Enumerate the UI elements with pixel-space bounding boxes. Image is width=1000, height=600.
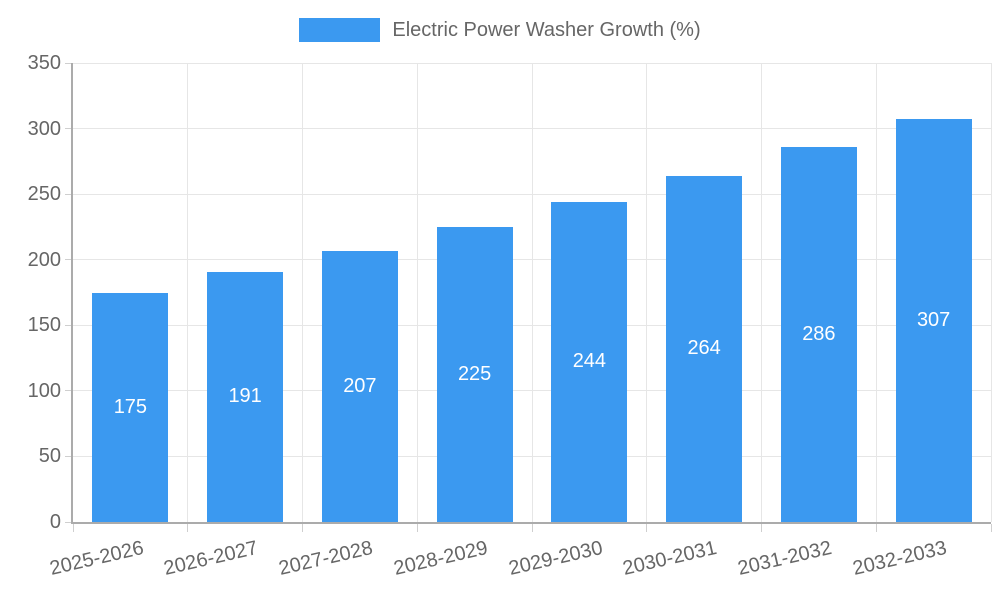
y-tick-mark xyxy=(65,390,73,392)
x-tick-mark xyxy=(187,524,189,532)
x-tick-label: 2029-2030 xyxy=(506,536,605,580)
gridline-v xyxy=(646,63,648,522)
x-tick-label: 2027-2028 xyxy=(276,536,376,580)
legend-swatch xyxy=(299,18,381,42)
gridline-v xyxy=(761,63,762,522)
x-tick-mark xyxy=(990,524,992,532)
y-tick-label: 250 xyxy=(27,183,61,206)
chart-legend[interactable]: Electric Power Washer Growth (%) xyxy=(0,18,1000,42)
x-tick-mark xyxy=(646,524,648,532)
bar-2030-2031[interactable]: 264 xyxy=(666,175,743,522)
y-tick-mark xyxy=(65,128,73,130)
bar-value-label: 175 xyxy=(113,395,148,418)
bar-value-label: 225 xyxy=(457,362,492,385)
x-tick-mark xyxy=(875,524,877,532)
bar-2032-2033[interactable]: 307 xyxy=(895,119,972,522)
bar-2026-2027[interactable]: 191 xyxy=(207,271,284,522)
bar-value-label: 191 xyxy=(228,385,262,408)
x-tick-mark xyxy=(302,524,303,532)
x-tick-mark xyxy=(72,524,74,532)
x-tick-label: 2030-2031 xyxy=(621,536,720,580)
x-tick-mark xyxy=(531,524,533,532)
x-axis-line xyxy=(71,522,991,524)
gridline-v xyxy=(531,63,533,522)
y-tick-label: 50 xyxy=(38,445,61,468)
y-axis-line xyxy=(71,63,73,524)
gridline-v xyxy=(990,63,992,522)
bar-value-label: 286 xyxy=(802,322,836,345)
y-tick-mark xyxy=(65,324,73,326)
bar-2025-2026[interactable]: 175 xyxy=(92,292,169,522)
y-tick-label: 150 xyxy=(27,314,61,337)
gridline-v xyxy=(416,63,418,522)
x-tick-label: 2026-2027 xyxy=(162,536,261,580)
bar-2031-2032[interactable]: 286 xyxy=(780,146,857,522)
y-tick-mark xyxy=(65,193,73,195)
bar-value-label: 244 xyxy=(572,350,607,373)
y-tick-mark xyxy=(65,455,73,457)
bar-2029-2030[interactable]: 244 xyxy=(551,202,628,522)
y-tick-mark xyxy=(65,259,73,261)
x-tick-label: 2031-2032 xyxy=(735,536,835,580)
bar-value-label: 307 xyxy=(916,309,951,332)
y-tick-label: 350 xyxy=(27,52,61,74)
y-tick-label: 0 xyxy=(49,511,61,533)
x-tick-label: 2032-2033 xyxy=(850,536,949,580)
y-tick-mark xyxy=(65,62,73,64)
bar-value-label: 207 xyxy=(343,374,377,397)
x-tick-label: 2025-2026 xyxy=(47,536,146,580)
x-tick-mark xyxy=(416,524,418,532)
bar-2027-2028[interactable]: 207 xyxy=(321,250,398,522)
gridline-v xyxy=(187,63,189,522)
legend-label: Electric Power Washer Growth (%) xyxy=(392,19,701,41)
bar-2028-2029[interactable]: 225 xyxy=(436,226,513,522)
gridline-v xyxy=(875,63,877,522)
y-tick-label: 300 xyxy=(27,117,61,140)
y-tick-label: 200 xyxy=(27,248,61,271)
gridline-v xyxy=(302,63,303,522)
bar-value-label: 264 xyxy=(687,337,721,360)
y-tick-mark xyxy=(65,521,73,523)
x-tick-mark xyxy=(761,524,762,532)
y-tick-label: 100 xyxy=(27,379,61,402)
x-tick-label: 2028-2029 xyxy=(391,536,490,580)
